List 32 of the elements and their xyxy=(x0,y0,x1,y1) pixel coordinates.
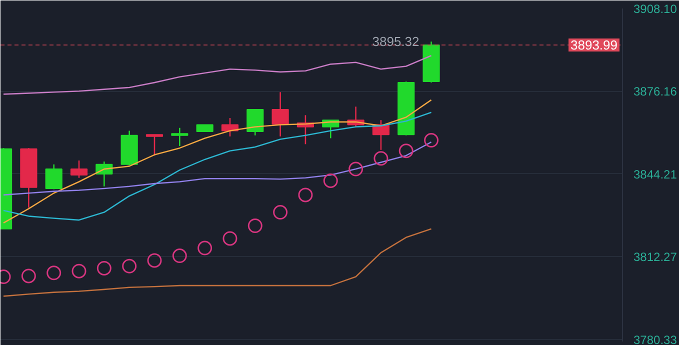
candlestick xyxy=(70,160,88,178)
point xyxy=(172,248,187,264)
candlestick xyxy=(45,164,62,190)
candlestick xyxy=(272,91,289,138)
point xyxy=(424,133,439,148)
point xyxy=(273,205,288,220)
line-series xyxy=(2,228,432,297)
point xyxy=(147,253,162,268)
ref-line-label: 3893.99 xyxy=(570,38,618,53)
point xyxy=(374,151,388,166)
point xyxy=(323,173,338,188)
point xyxy=(72,264,86,278)
candlestick xyxy=(171,127,188,147)
point xyxy=(96,260,112,276)
y-tick-label: 3780.33 xyxy=(634,332,678,345)
point xyxy=(222,231,238,246)
point xyxy=(348,162,364,176)
y-tick-label: 3812.27 xyxy=(634,250,678,264)
y-tick-label: 3908.10 xyxy=(634,2,678,16)
point xyxy=(398,144,414,158)
point xyxy=(198,240,212,256)
line-series xyxy=(2,141,432,196)
candlestick xyxy=(246,108,264,136)
point xyxy=(122,258,137,274)
y-tick-label: 3876.16 xyxy=(634,84,678,99)
point xyxy=(46,266,62,280)
point xyxy=(248,218,262,233)
annotation: 3895.32 xyxy=(372,34,420,50)
candlestick xyxy=(146,134,164,156)
point xyxy=(21,268,36,284)
y-tick-label: 3844.21 xyxy=(634,167,678,182)
point xyxy=(298,188,313,202)
